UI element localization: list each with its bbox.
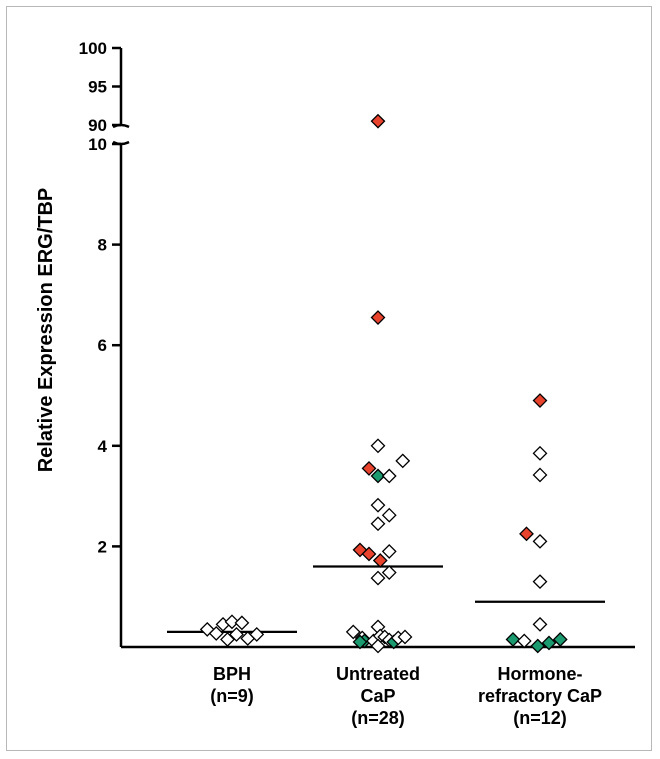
data-point-21 xyxy=(361,546,377,562)
data-point-29 xyxy=(352,634,368,650)
data-point-40 xyxy=(532,467,548,483)
data-point-17 xyxy=(381,507,397,523)
data-point-16 xyxy=(370,497,386,513)
data-point-36 xyxy=(397,629,413,645)
category-label-0-line-1: (n=9) xyxy=(210,686,254,706)
data-point-18 xyxy=(370,516,386,532)
data-point-43 xyxy=(532,574,548,590)
category-label-1-line-0: Untreated xyxy=(336,664,420,684)
y-tick-100-label: 100 xyxy=(79,39,107,58)
data-point-15 xyxy=(381,468,397,484)
category-label-1-line-1: CaP xyxy=(360,686,395,706)
data-point-26 xyxy=(345,624,361,640)
data-point-39 xyxy=(532,445,548,461)
data-point-46 xyxy=(516,633,532,649)
data-point-44 xyxy=(532,616,548,632)
y-tick-10-label: 10 xyxy=(88,135,107,154)
data-point-48 xyxy=(541,635,557,651)
data-point-49 xyxy=(552,632,568,647)
category-label-2-line-1: refractory CaP xyxy=(478,686,602,706)
data-point-20 xyxy=(381,544,397,559)
y-tick-2-label: 2 xyxy=(98,537,107,556)
data-point-41 xyxy=(519,526,534,542)
data-points xyxy=(199,113,568,654)
data-point-9 xyxy=(370,113,386,129)
data-point-22 xyxy=(372,553,388,568)
data-point-47 xyxy=(530,638,546,654)
data-point-38 xyxy=(532,393,548,408)
axes xyxy=(112,48,635,649)
data-point-42 xyxy=(532,533,548,549)
figure-frame xyxy=(6,6,652,751)
data-point-5 xyxy=(229,627,244,642)
data-point-3 xyxy=(220,632,235,647)
y-tick-95-label: 95 xyxy=(88,78,107,97)
y-tick-8-label: 8 xyxy=(98,236,107,255)
data-point-23 xyxy=(381,565,397,580)
data-point-13 xyxy=(361,461,377,476)
data-point-45 xyxy=(505,632,521,647)
data-point-11 xyxy=(370,438,386,454)
data-point-37 xyxy=(370,638,386,654)
y-tick-6-label: 6 xyxy=(98,336,107,355)
y-tick-4-label: 4 xyxy=(98,437,108,456)
category-label-2-line-0: Hormone- xyxy=(498,664,583,684)
category-label-2-line-2: (n=12) xyxy=(513,708,567,728)
data-point-8 xyxy=(249,627,265,642)
data-point-24 xyxy=(370,570,386,586)
data-point-10 xyxy=(370,310,386,325)
data-point-1 xyxy=(208,625,224,641)
data-point-14 xyxy=(370,468,386,484)
category-label-0-line-0: BPH xyxy=(213,664,251,684)
data-point-4 xyxy=(224,614,240,630)
data-point-12 xyxy=(395,453,411,469)
y-axis-title: Relative Expression ERG/TBP xyxy=(35,188,57,473)
category-label-1-line-2: (n=28) xyxy=(351,708,405,728)
y-tick-90-label: 90 xyxy=(88,116,107,135)
data-point-6 xyxy=(234,615,250,631)
